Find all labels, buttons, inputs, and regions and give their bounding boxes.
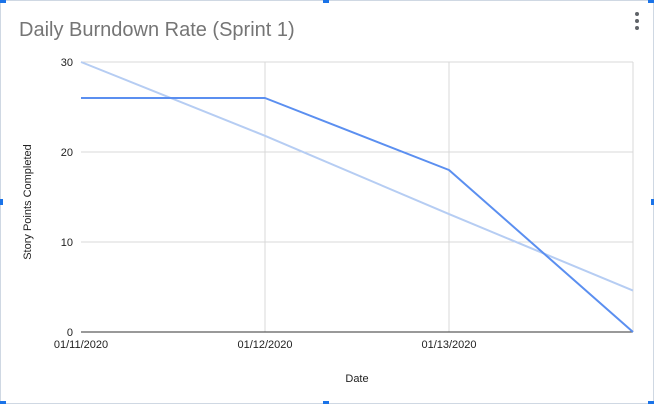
series-line-1[interactable]	[81, 97, 634, 333]
more-vert-icon[interactable]	[629, 9, 645, 33]
chart-title: Daily Burndown Rate (Sprint 1)	[19, 19, 295, 41]
y-tick-label: 10	[61, 237, 73, 249]
x-axis-title: Date	[345, 373, 368, 385]
series-line-2[interactable]	[80, 61, 634, 292]
x-tick-label: 01/12/2020	[237, 339, 292, 351]
y-tick-label: 30	[61, 57, 73, 69]
x-tick-label: 01/13/2020	[421, 339, 476, 351]
x-tick-label: 01/11/2020	[54, 339, 108, 351]
resize-handle-bottom-right[interactable]	[648, 401, 654, 404]
y-tick-label: 20	[61, 147, 73, 159]
resize-handle-bottom[interactable]	[323, 401, 329, 404]
y-tick-label: 0	[67, 327, 73, 339]
resize-handle-left[interactable]	[0, 199, 3, 205]
resize-handle-top-right[interactable]	[648, 0, 654, 3]
resize-handle-right[interactable]	[651, 199, 654, 205]
resize-handle-top[interactable]	[323, 0, 329, 3]
y-axis-title: Story Points Completed	[22, 144, 34, 260]
resize-handle-top-left[interactable]	[0, 0, 6, 3]
resize-handle-bottom-left[interactable]	[0, 401, 6, 404]
